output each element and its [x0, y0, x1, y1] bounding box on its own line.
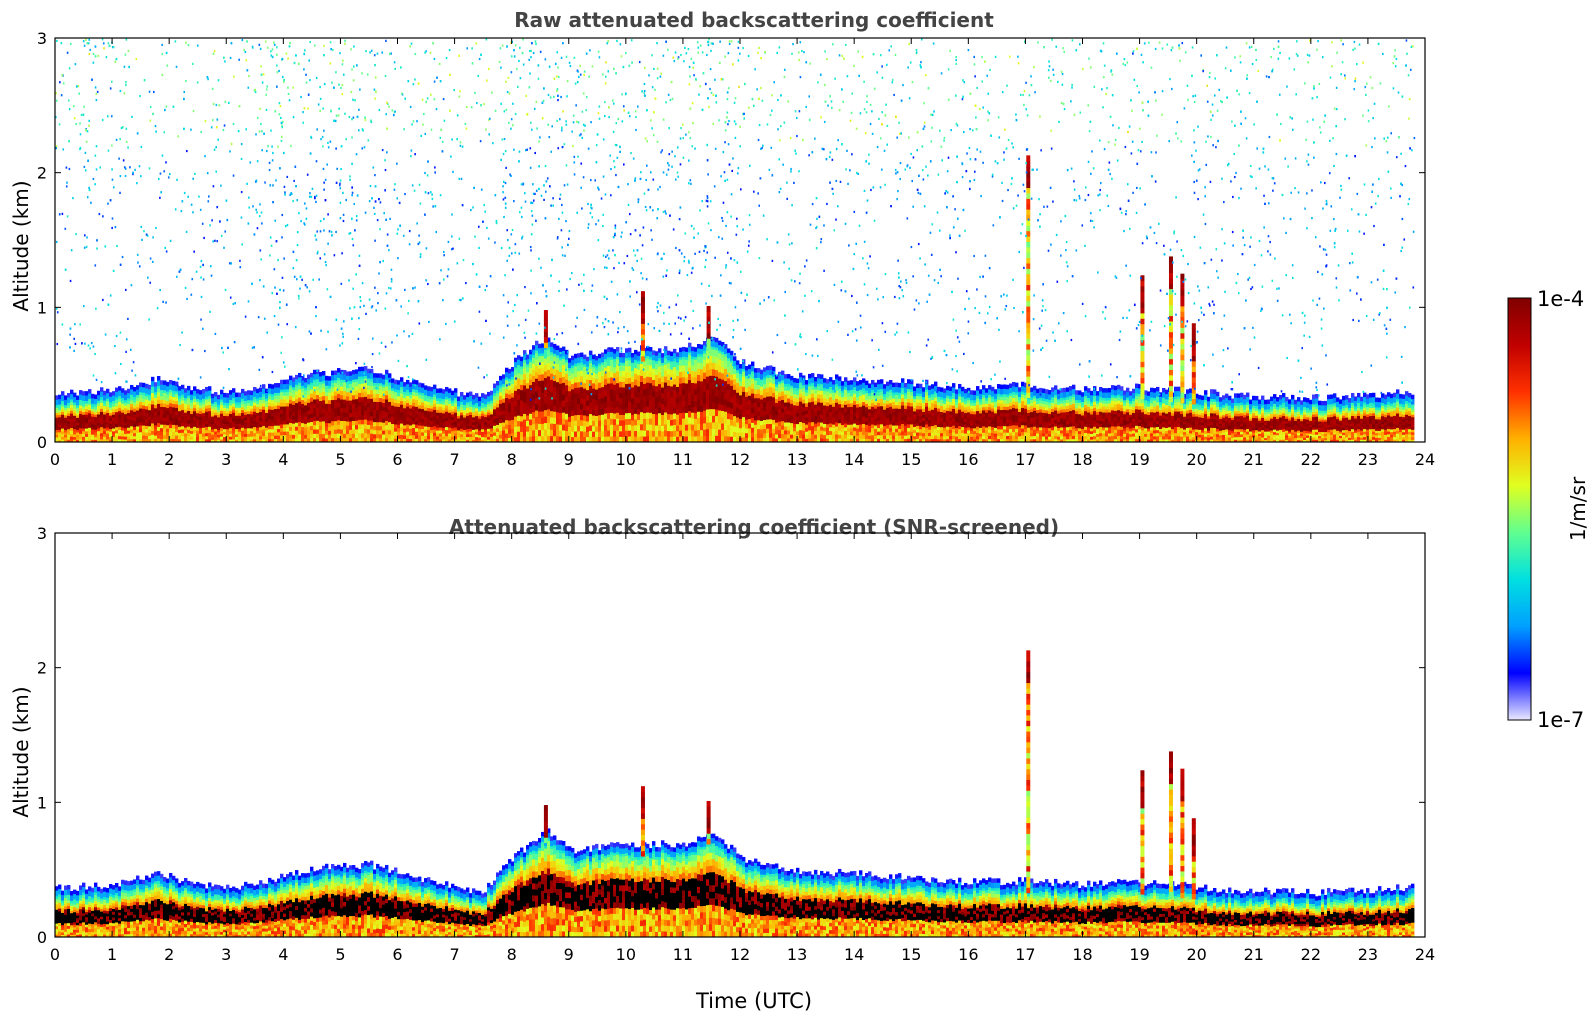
- chart-title: Raw attenuated backscattering coefficien…: [514, 8, 994, 32]
- x-tick-label: 21: [1244, 450, 1264, 469]
- x-tick-label: 17: [1015, 450, 1035, 469]
- x-tick-label: 20: [1186, 450, 1206, 469]
- y-axis-label: Altitude (km): [9, 686, 33, 817]
- y-tick-label: 1: [37, 298, 47, 317]
- plot-area: 0 1 2 3 4 5 6 7 8 9 10 11 12 13 14 15 16 17 18 19 20 21 22 23 24…: [37, 524, 1435, 964]
- x-tick-label: 0: [50, 450, 60, 469]
- colorbar: 1e-4 1e-7 1/m/sr: [1507, 287, 1590, 732]
- backscatter-field: [55, 650, 1415, 937]
- colorbar-unit-label: 1/m/sr: [1566, 476, 1590, 541]
- x-tick-label: 11: [673, 945, 693, 964]
- x-tick-label: 12: [730, 945, 750, 964]
- colorbar-max-label: 1e-4: [1537, 287, 1584, 311]
- y-tick-label: 0: [37, 928, 47, 947]
- x-tick-label: 19: [1129, 450, 1149, 469]
- x-tick-label: 22: [1301, 945, 1321, 964]
- x-tick-label: 24: [1415, 450, 1435, 469]
- x-tick-label: 1: [107, 450, 117, 469]
- colorbar-min-label: 1e-7: [1537, 708, 1584, 732]
- x-tick-label: 18: [1072, 945, 1092, 964]
- x-tick-label: 16: [958, 450, 978, 469]
- x-tick-label: 19: [1129, 945, 1149, 964]
- x-tick-label: 5: [335, 450, 345, 469]
- x-tick-label: 10: [616, 945, 636, 964]
- x-tick-label: 18: [1072, 450, 1092, 469]
- plot-area: 0 1 2 3 4 5 6 7 8 9 10 11 12 13 14 15 16 17 18 19 20 21 22 23 24…: [37, 29, 1435, 469]
- x-axis-label: Time (UTC): [695, 989, 812, 1013]
- x-tick-label: 13: [787, 945, 807, 964]
- x-tick-label: 15: [901, 945, 921, 964]
- x-tick-label: 22: [1301, 450, 1321, 469]
- y-tick-label: 2: [37, 659, 47, 678]
- x-tick-label: 8: [507, 945, 517, 964]
- x-tick-label: 10: [616, 450, 636, 469]
- x-tick-label: 14: [844, 450, 864, 469]
- colorbar-gradient: [1507, 297, 1532, 721]
- x-tick-label: 6: [392, 450, 402, 469]
- x-tick-label: 12: [730, 450, 750, 469]
- x-tick-label: 20: [1186, 945, 1206, 964]
- y-tick-label: 3: [37, 524, 47, 543]
- x-tick-label: 3: [221, 450, 231, 469]
- y-tick-label: 2: [37, 164, 47, 183]
- x-tick-label: 7: [449, 450, 459, 469]
- x-tick-label: 5: [335, 945, 345, 964]
- y-tick-label: 3: [37, 29, 47, 48]
- screened-backscatter-panel: Attenuated backscattering coefficient (S…: [9, 515, 1435, 1013]
- x-tick-label: 3: [221, 945, 231, 964]
- raw-backscatter-panel: Raw attenuated backscattering coefficien…: [9, 8, 1435, 469]
- x-tick-label: 2: [164, 945, 174, 964]
- x-tick-label: 9: [564, 945, 574, 964]
- x-tick-label: 8: [507, 450, 517, 469]
- x-tick-label: 0: [50, 945, 60, 964]
- x-tick-label: 23: [1358, 450, 1378, 469]
- y-axis-label: Altitude (km): [9, 180, 33, 311]
- x-tick-label: 9: [564, 450, 574, 469]
- x-tick-label: 1: [107, 945, 117, 964]
- x-tick-label: 2: [164, 450, 174, 469]
- x-tick-label: 13: [787, 450, 807, 469]
- x-tick-label: 24: [1415, 945, 1435, 964]
- backscatter-field: [55, 38, 1416, 442]
- x-tick-label: 4: [278, 450, 288, 469]
- x-tick-label: 21: [1244, 945, 1264, 964]
- x-tick-label: 16: [958, 945, 978, 964]
- y-tick-label: 0: [37, 433, 47, 452]
- x-tick-label: 17: [1015, 945, 1035, 964]
- x-tick-label: 6: [392, 945, 402, 964]
- x-tick-label: 15: [901, 450, 921, 469]
- x-tick-label: 23: [1358, 945, 1378, 964]
- x-tick-label: 14: [844, 945, 864, 964]
- chart-title: Attenuated backscattering coefficient (S…: [449, 515, 1059, 539]
- x-tick-label: 4: [278, 945, 288, 964]
- y-tick-label: 1: [37, 793, 47, 812]
- x-tick-label: 7: [449, 945, 459, 964]
- x-tick-label: 11: [673, 450, 693, 469]
